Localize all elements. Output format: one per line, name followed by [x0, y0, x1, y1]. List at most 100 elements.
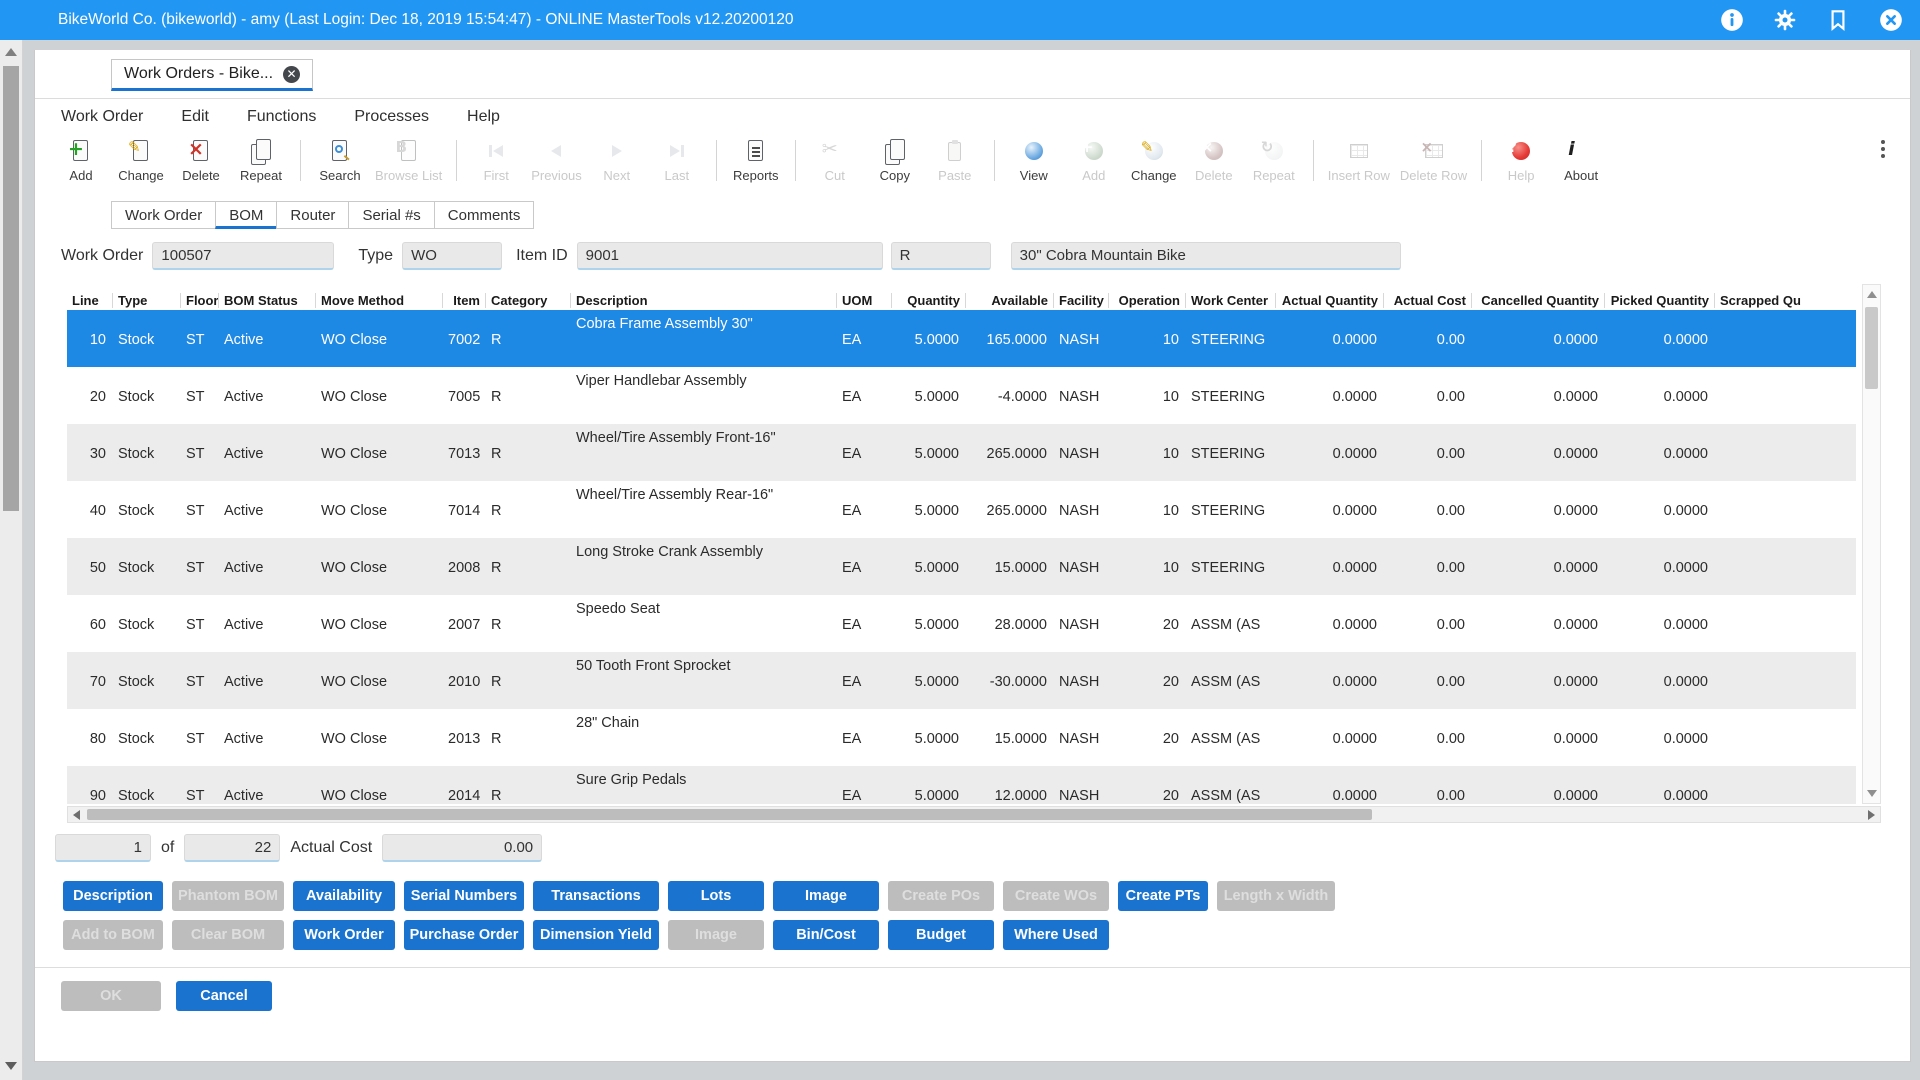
item-id-input[interactable] [577, 242, 883, 270]
table-row[interactable]: 80StockSTActiveWO Close2013R28" ChainEA5… [67, 709, 1856, 766]
menu-functions[interactable]: Functions [228, 108, 335, 126]
change-toolbar-button[interactable]: ✎Change [1129, 138, 1179, 183]
scroll-down-icon[interactable] [1867, 790, 1877, 797]
scroll-left-icon[interactable] [73, 810, 80, 820]
menu-help[interactable]: Help [448, 108, 519, 126]
previous-toolbar-button[interactable]: Previous [531, 138, 582, 183]
length-x-width-button[interactable]: Length x Width [1217, 881, 1335, 911]
phantom-bom-button[interactable]: Phantom BOM [172, 881, 284, 911]
table-row[interactable]: 30StockSTActiveWO Close7013RWheel/Tire A… [67, 424, 1856, 481]
create-wos-button[interactable]: Create WOs [1003, 881, 1109, 911]
more-options-icon[interactable] [1870, 138, 1896, 164]
bookmark-icon[interactable] [1825, 7, 1851, 33]
close-icon[interactable] [1878, 7, 1904, 33]
settings-icon[interactable] [1772, 7, 1798, 33]
field-3-input[interactable] [891, 242, 991, 270]
paste-toolbar-button[interactable]: Paste [930, 138, 980, 183]
search-toolbar-button[interactable]: Search [315, 138, 365, 183]
next-toolbar-button[interactable]: Next [592, 138, 642, 183]
grid-horizontal-scrollbar[interactable] [67, 806, 1881, 823]
delete-toolbar-button[interactable]: ×Delete [176, 138, 226, 183]
work-order-button[interactable]: Work Order [293, 920, 395, 950]
of-label: of [161, 839, 174, 857]
purchase-order-button[interactable]: Purchase Order [404, 920, 524, 950]
reports-toolbar-button[interactable]: Reports [731, 138, 781, 183]
table-row[interactable]: 10StockSTActiveWO Close7002RCobra Frame … [67, 310, 1856, 367]
copy-toolbar-button[interactable]: Copy [870, 138, 920, 183]
help-toolbar-button[interactable]: ?Help [1496, 138, 1546, 183]
total-rows-input[interactable] [184, 834, 280, 862]
where-used-button[interactable]: Where Used [1003, 920, 1109, 950]
scroll-up-icon[interactable] [1867, 291, 1877, 298]
table-row[interactable]: 50StockSTActiveWO Close2008RLong Stroke … [67, 538, 1856, 595]
tab-serial-s[interactable]: Serial #s [348, 201, 434, 229]
table-row[interactable]: 60StockSTActiveWO Close2007RSpeedo SeatE… [67, 595, 1856, 652]
toolbar-button-label: About [1564, 168, 1598, 183]
browse-list-toolbar-button[interactable]: BBrowse List [375, 138, 442, 183]
table-row[interactable]: 40StockSTActiveWO Close7014RWheel/Tire A… [67, 481, 1856, 538]
change-toolbar-button[interactable]: ✎Change [116, 138, 166, 183]
cell-description: 28" Chain [570, 709, 836, 766]
image-button[interactable]: Image [668, 920, 764, 950]
dimension-yield-button[interactable]: Dimension Yield [533, 920, 659, 950]
tab-bom[interactable]: BOM [215, 201, 277, 229]
add-toolbar-button[interactable]: +Add [56, 138, 106, 183]
last-toolbar-button[interactable]: Last [652, 138, 702, 183]
menu-edit[interactable]: Edit [162, 108, 228, 126]
repeat-toolbar-button[interactable]: Repeat [236, 138, 286, 183]
scrollbar-thumb[interactable] [3, 66, 19, 511]
insert-row-toolbar-button[interactable]: Insert Row [1328, 138, 1390, 183]
window-title: BikeWorld Co. (bikeworld) - amy (Last Lo… [58, 11, 793, 29]
description-button[interactable]: Description [63, 881, 163, 911]
current-row-input[interactable] [55, 834, 151, 862]
image-button[interactable]: Image [773, 881, 879, 911]
serial-numbers-button[interactable]: Serial Numbers [404, 881, 524, 911]
cell-bom-status: Active [218, 367, 315, 424]
toolbar-button-label: Add [1082, 168, 1105, 183]
cut-toolbar-button[interactable]: ✂Cut [810, 138, 860, 183]
work-order-input[interactable] [152, 242, 334, 270]
about-toolbar-button[interactable]: iAbout [1556, 138, 1606, 183]
grid-vertical-scrollbar[interactable] [1862, 284, 1881, 804]
table-row[interactable]: 20StockSTActiveWO Close7005RViper Handle… [67, 367, 1856, 424]
info-icon[interactable] [1719, 7, 1745, 33]
field-4-input[interactable] [1011, 242, 1401, 270]
repeat-toolbar-button[interactable]: ↻Repeat [1249, 138, 1299, 183]
tab-comments[interactable]: Comments [434, 201, 535, 229]
type-input[interactable] [402, 242, 502, 270]
cancel-button[interactable]: Cancel [176, 981, 272, 1011]
cell-work-center: STEERING [1185, 367, 1275, 424]
action-buttons: Description Phantom BOM Availability Serial… [63, 881, 1910, 950]
delete-row-toolbar-button[interactable]: ×Delete Row [1400, 138, 1467, 183]
scroll-up-icon[interactable] [5, 48, 17, 56]
add-toolbar-button[interactable]: +Add [1069, 138, 1119, 183]
create-pts-button[interactable]: Create PTs [1118, 881, 1208, 911]
clear-bom-button[interactable]: Clear BOM [172, 920, 284, 950]
table-row[interactable]: 70StockSTActiveWO Close2010R50 Tooth Fro… [67, 652, 1856, 709]
lots-button[interactable]: Lots [668, 881, 764, 911]
bin-cost-button[interactable]: Bin/Cost [773, 920, 879, 950]
ok-button[interactable]: OK [61, 981, 161, 1011]
tab-router[interactable]: Router [276, 201, 349, 229]
document-tab[interactable]: Work Orders - Bike... ✕ [111, 59, 313, 91]
add-to-bom-button[interactable]: Add to BOM [63, 920, 163, 950]
scrollbar-thumb[interactable] [1865, 307, 1878, 389]
table-row[interactable]: 90StockSTActiveWO Close2014RSure Grip Pe… [67, 766, 1856, 804]
scroll-down-icon[interactable] [5, 1062, 17, 1070]
tab-work-order[interactable]: Work Order [111, 201, 216, 229]
scrollbar-thumb[interactable] [87, 809, 1372, 820]
view-toolbar-button[interactable]: View [1009, 138, 1059, 183]
window-vertical-scrollbar[interactable] [0, 40, 23, 1080]
actual-cost-input[interactable] [382, 834, 542, 862]
work-order-form: Work OrderTypeItem ID [61, 242, 1910, 270]
first-toolbar-button[interactable]: First [471, 138, 521, 183]
budget-button[interactable]: Budget [888, 920, 994, 950]
menu-work-order[interactable]: Work Order [61, 108, 162, 126]
transactions-button[interactable]: Transactions [533, 881, 659, 911]
menu-processes[interactable]: Processes [335, 108, 448, 126]
scroll-right-icon[interactable] [1868, 810, 1875, 820]
tab-close-icon[interactable]: ✕ [283, 66, 300, 83]
create-pos-button[interactable]: Create POs [888, 881, 994, 911]
availability-button[interactable]: Availability [293, 881, 395, 911]
delete-toolbar-button[interactable]: ×Delete [1189, 138, 1239, 183]
